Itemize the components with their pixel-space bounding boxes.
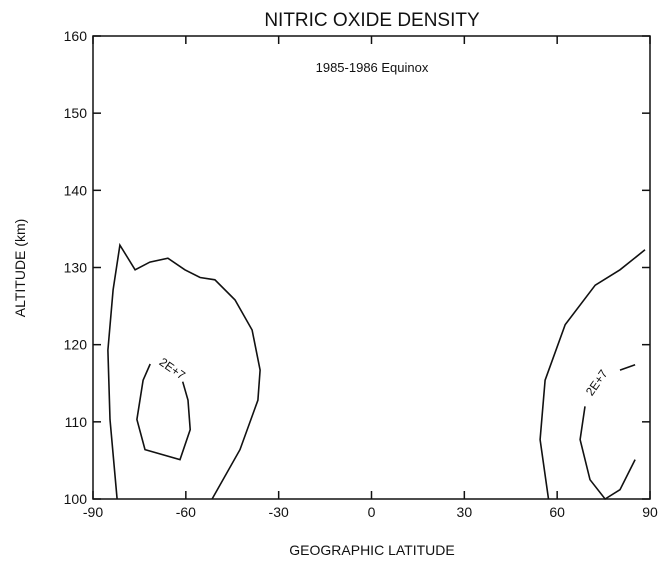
- x-tick-label: -90: [83, 504, 103, 520]
- y-tick-label: 130: [64, 260, 88, 276]
- x-tick-label: -60: [176, 504, 196, 520]
- plot-frame: [92, 35, 651, 500]
- y-tick-label: 100: [64, 491, 88, 507]
- y-tick-label: 110: [65, 414, 88, 430]
- y-tick-label: 120: [64, 337, 88, 353]
- x-tick-label: 60: [549, 504, 565, 520]
- x-tick-label: -30: [269, 504, 289, 520]
- contour-line: [619, 363, 636, 371]
- chart-subtitle: 1985-1986 Equinox: [316, 60, 429, 75]
- chart-title: NITRIC OXIDE DENSITY: [264, 10, 480, 31]
- contour-label: 2E+7: [583, 367, 611, 399]
- contour-line: [579, 406, 636, 501]
- y-tick-label: 140: [64, 182, 88, 198]
- x-tick-label: 90: [642, 504, 658, 520]
- contour-line: [107, 242, 261, 500]
- contour-line: [539, 249, 646, 500]
- y-tick-label: 150: [64, 105, 88, 121]
- contour-label: 2E+7: [157, 355, 189, 383]
- y-axis-label: ALTITUDE (km): [12, 219, 28, 318]
- x-tick-label: 30: [457, 504, 473, 520]
- x-tick-label: 0: [368, 504, 376, 520]
- y-tick-label: 160: [64, 28, 88, 44]
- x-axis-label: GEOGRAPHIC LATITUDE: [289, 542, 454, 558]
- contour-line: [136, 363, 192, 461]
